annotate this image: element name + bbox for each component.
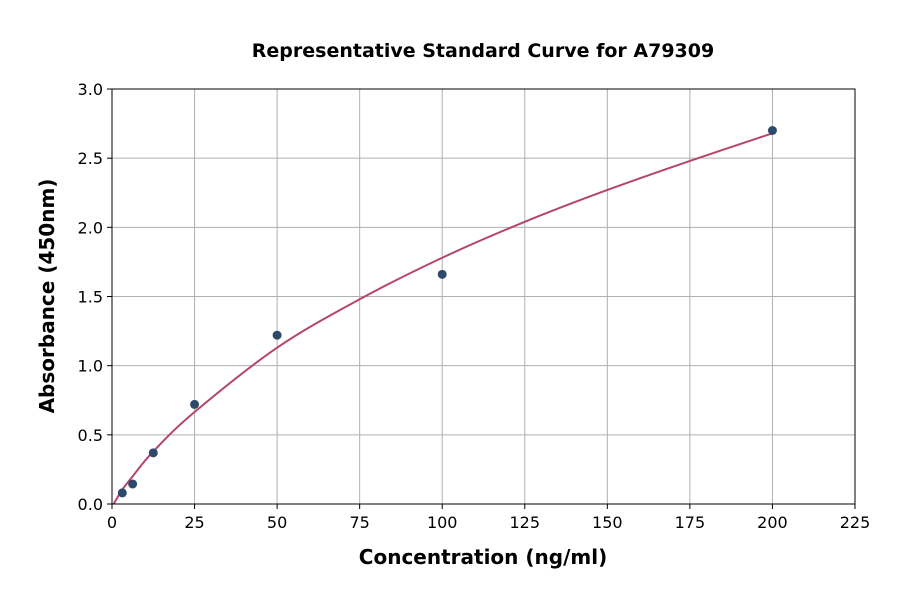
grid [111,88,856,505]
data-point [148,448,158,458]
y-tick-label: 2.0 [78,218,103,237]
x-axis-label: Concentration (ng/ml) [359,545,607,569]
x-tick-label: 75 [349,513,369,532]
data-point [190,399,200,409]
data-point [117,488,127,498]
y-tick-label: 0.0 [78,495,103,514]
y-axis-label: Absorbance (450nm) [35,179,59,414]
x-axis-ticks: 0 25 50 75 100 125 150 175 200 225 [107,504,870,532]
y-tick-label: 0.5 [78,426,103,445]
x-tick-label: 125 [510,513,541,532]
fit-curve-line [112,132,773,505]
y-tick-label: 2.5 [78,149,103,168]
x-tick-label: 225 [840,513,871,532]
y-tick-label: 1.0 [78,357,103,376]
data-points [117,126,777,498]
x-tick-label: 175 [675,513,706,532]
x-tick-label: 200 [757,513,788,532]
x-tick-label: 25 [184,513,204,532]
fit-curve-group [112,132,773,505]
x-tick-label: 0 [107,513,117,532]
y-axis-ticks: 0.0 0.5 1.0 1.5 2.0 2.5 3.0 [78,80,112,514]
x-tick-label: 150 [592,513,623,532]
y-tick-label: 3.0 [78,80,103,99]
chart-title: Representative Standard Curve for A79309 [252,40,714,62]
y-tick-label: 1.5 [78,288,103,307]
data-point [767,126,777,135]
x-tick-label: 50 [267,513,287,532]
data-point [128,479,138,489]
data-point [437,269,447,279]
x-tick-label: 100 [427,513,458,532]
data-point [272,330,282,340]
